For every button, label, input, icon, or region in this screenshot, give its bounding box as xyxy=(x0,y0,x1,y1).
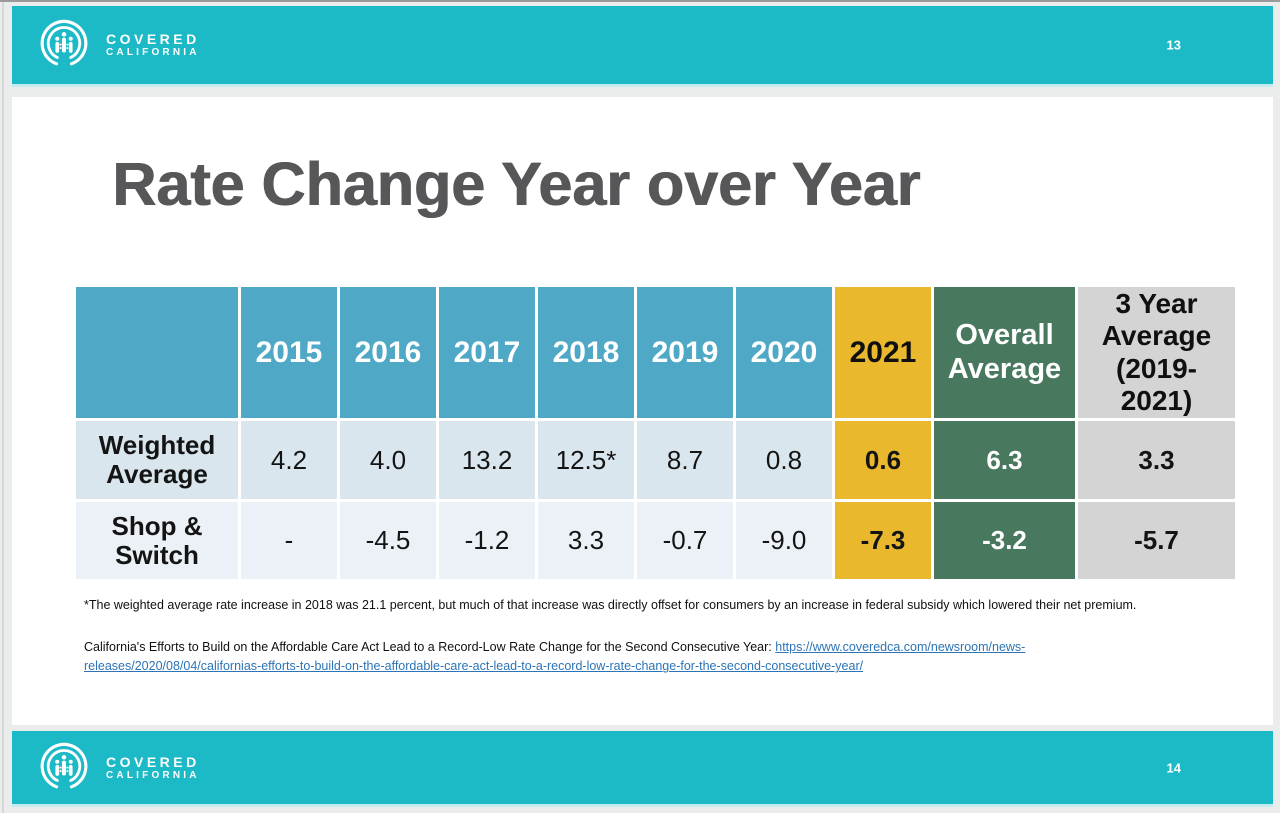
data-cell: 8.7 xyxy=(637,421,733,499)
viewer-edge-line xyxy=(2,2,4,813)
data-cell: 0.8 xyxy=(736,421,832,499)
reference-paragraph: California's Efforts to Build on the Aff… xyxy=(84,638,1192,677)
data-cell: 13.2 xyxy=(439,421,535,499)
reference-lead-text: California's Efforts to Build on the Aff… xyxy=(84,640,776,654)
data-cell: -9.0 xyxy=(736,502,832,579)
covered-california-logo-icon xyxy=(40,742,88,788)
logo-wordmark-bottom: COVERED CALIFORNIA xyxy=(106,754,200,782)
column-header: 2021 xyxy=(835,287,931,418)
data-cell: 6.3 xyxy=(934,421,1075,499)
covered-california-logo: COVERED CALIFORNIA xyxy=(36,16,200,74)
slide-title: Rate Change Year over Year xyxy=(112,150,921,218)
rate-change-table: 2015 2016 2017 2018 2019 2020 2021 Overall Aver… xyxy=(76,287,1235,579)
data-cell: -0.7 xyxy=(637,502,733,579)
data-cell: -3.2 xyxy=(934,502,1075,579)
page-number-bottom: 14 xyxy=(1166,760,1181,775)
data-cell: 3.3 xyxy=(1078,421,1235,499)
data-cell: -5.7 xyxy=(1078,502,1235,579)
logo-wordmark: COVERED CALIFORNIA xyxy=(106,31,200,59)
data-cell: 4.0 xyxy=(340,421,436,499)
bottom-brand-bar: COVERED CALIFORNIA 14 xyxy=(12,731,1273,807)
logo-covered-text: COVERED xyxy=(106,753,200,770)
data-cell: 12.5* xyxy=(538,421,634,499)
column-header: 2015 xyxy=(241,287,337,418)
data-cell: 0.6 xyxy=(835,421,931,499)
data-cell: -4.5 xyxy=(340,502,436,579)
data-cell: -1.2 xyxy=(439,502,535,579)
covered-california-logo-icon xyxy=(40,19,88,66)
column-header: 2018 xyxy=(538,287,634,418)
top-brand-bar: COVERED CALIFORNIA 13 xyxy=(12,6,1273,87)
row-label: Weighted Average xyxy=(76,421,238,499)
data-cell: 3.3 xyxy=(538,502,634,579)
slide-canvas: Rate Change Year over Year 2015 2016 2017 2… xyxy=(12,97,1273,725)
logo-california-text: CALIFORNIA xyxy=(106,47,200,59)
covered-california-logo-bottom: COVERED CALIFORNIA xyxy=(36,739,200,797)
page-number-top: 13 xyxy=(1166,37,1181,53)
column-header: Overall Average xyxy=(934,287,1075,418)
data-cell: 4.2 xyxy=(241,421,337,499)
table-corner-cell xyxy=(76,287,238,418)
footnote-text: *The weighted average rate increase in 2… xyxy=(84,598,1137,612)
reference-link[interactable]: https://www.coveredca.com/newsroom/news-… xyxy=(84,640,1026,674)
data-cell: - xyxy=(241,502,337,579)
column-header: 2016 xyxy=(340,287,436,418)
row-label: Shop & Switch xyxy=(76,502,238,579)
column-header: 2017 xyxy=(439,287,535,418)
column-header: 3 Year Average (2019-2021) xyxy=(1078,287,1235,418)
data-cell: -7.3 xyxy=(835,502,931,579)
column-header: 2019 xyxy=(637,287,733,418)
column-header: 2020 xyxy=(736,287,832,418)
logo-covered-text: COVERED xyxy=(106,31,200,48)
logo-california-text: CALIFORNIA xyxy=(106,769,200,781)
